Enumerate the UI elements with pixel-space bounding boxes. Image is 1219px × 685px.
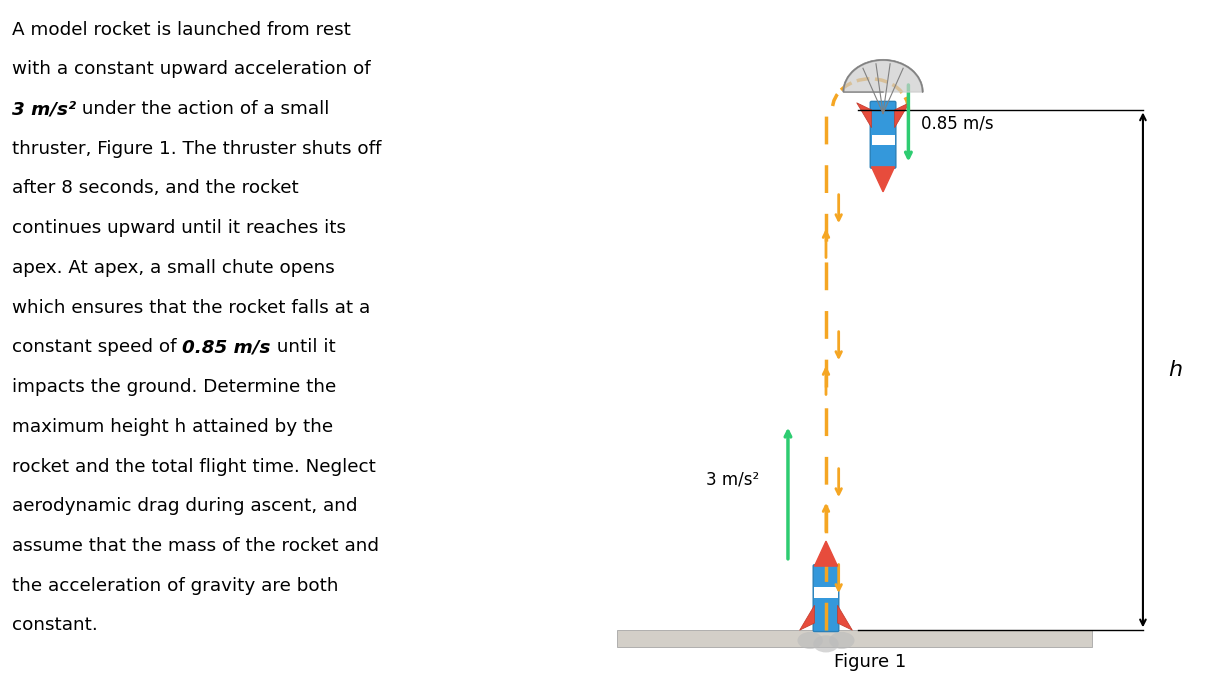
Text: which ensures that the rocket falls at a: which ensures that the rocket falls at a	[12, 299, 369, 316]
Polygon shape	[872, 167, 895, 192]
Text: thruster, Figure 1. The thruster shuts off: thruster, Figure 1. The thruster shuts o…	[12, 140, 382, 158]
Text: constant.: constant.	[12, 616, 98, 634]
Bar	[814, 588, 837, 598]
Polygon shape	[837, 606, 852, 630]
Text: 0.85 m/s: 0.85 m/s	[182, 338, 271, 356]
FancyBboxPatch shape	[870, 101, 896, 169]
Text: aerodynamic drag during ascent, and: aerodynamic drag during ascent, and	[12, 497, 357, 515]
Text: until it: until it	[271, 338, 335, 356]
Text: maximum height h attained by the: maximum height h attained by the	[12, 418, 333, 436]
Ellipse shape	[797, 632, 823, 649]
Text: continues upward until it reaches its: continues upward until it reaches its	[12, 219, 346, 237]
Polygon shape	[844, 60, 923, 92]
Text: the acceleration of gravity are both: the acceleration of gravity are both	[12, 577, 338, 595]
Text: 0.85 m/s: 0.85 m/s	[922, 114, 993, 132]
Text: 3 m/s²: 3 m/s²	[12, 100, 76, 118]
Text: assume that the mass of the rocket and: assume that the mass of the rocket and	[12, 537, 379, 555]
Text: A model rocket is launched from rest: A model rocket is launched from rest	[12, 21, 351, 38]
Polygon shape	[857, 103, 872, 127]
Text: with a constant upward acceleration of: with a constant upward acceleration of	[12, 60, 371, 78]
Text: apex. At apex, a small chute opens: apex. At apex, a small chute opens	[12, 259, 334, 277]
Bar	[617, 630, 1092, 647]
FancyBboxPatch shape	[813, 564, 839, 632]
Text: after 8 seconds, and the rocket: after 8 seconds, and the rocket	[12, 179, 299, 197]
Text: rocket and the total flight time. Neglect: rocket and the total flight time. Neglec…	[12, 458, 375, 475]
Text: under the action of a small: under the action of a small	[76, 100, 329, 118]
Polygon shape	[895, 103, 909, 127]
Text: Figure 1: Figure 1	[834, 653, 907, 671]
Text: impacts the ground. Determine the: impacts the ground. Determine the	[12, 378, 336, 396]
Text: h: h	[1168, 360, 1182, 380]
Ellipse shape	[829, 632, 855, 649]
Ellipse shape	[813, 636, 839, 652]
Polygon shape	[800, 606, 814, 630]
Bar	[872, 135, 895, 145]
Polygon shape	[814, 541, 837, 566]
Text: 3 m/s²: 3 m/s²	[706, 471, 758, 488]
Text: constant speed of: constant speed of	[12, 338, 182, 356]
